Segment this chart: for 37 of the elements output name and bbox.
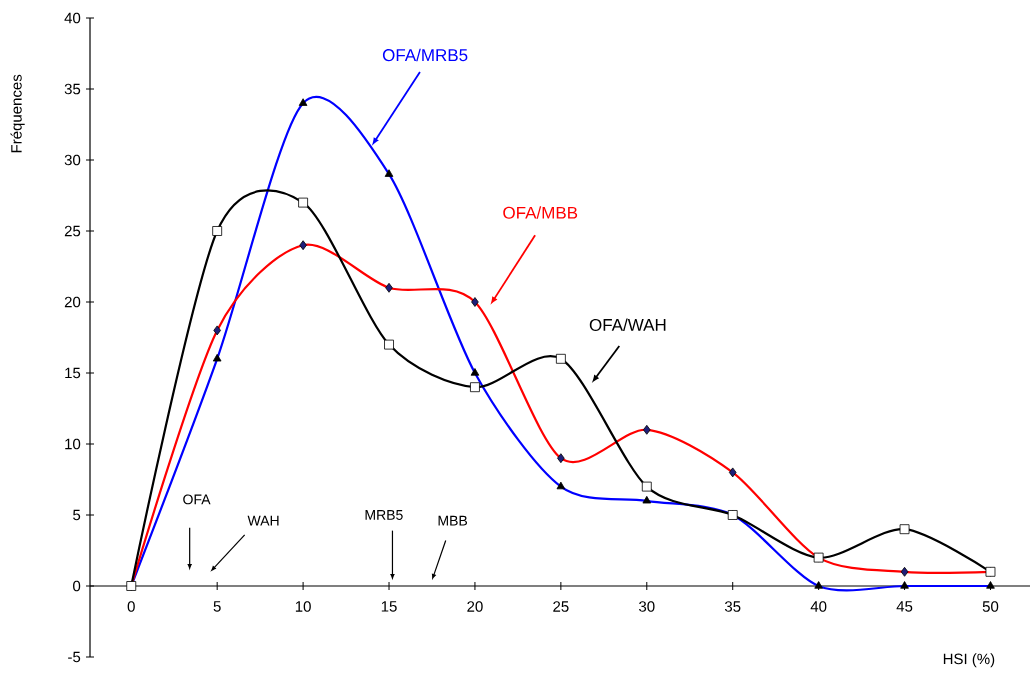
- x-tick-label: 5: [213, 601, 221, 612]
- x-tick-label: 25: [553, 601, 569, 612]
- x-tick-label: 0: [127, 601, 135, 612]
- x-axis-title: HSI (%): [943, 653, 995, 668]
- y-tick-label: 35: [64, 83, 81, 95]
- y-tick-label: 40: [64, 12, 81, 24]
- annotation: OFA: [183, 494, 211, 505]
- y-tick-label: 5: [73, 509, 81, 521]
- annotation: WAH: [247, 515, 279, 526]
- x-tick-label: 45: [896, 601, 913, 612]
- point: [899, 524, 910, 535]
- y-tick-label: 15: [65, 367, 81, 379]
- y-tick-label: 25: [64, 225, 81, 237]
- series-label: OFA/WAH: [589, 318, 666, 331]
- annotation: MRB5: [365, 510, 403, 520]
- y-tick-label: -5: [68, 651, 81, 663]
- text: OFA/MRB5: [382, 48, 468, 62]
- y-axis-title: Fréquences: [10, 74, 25, 153]
- point: [641, 481, 652, 492]
- annotation: MBB: [438, 515, 468, 526]
- y-tick-label: 10: [65, 438, 81, 450]
- text: OFA/MBB: [503, 206, 578, 219]
- x-tick-label: 15: [381, 601, 397, 612]
- x-tick-label: 50: [982, 601, 999, 612]
- x-tick-label: 10: [295, 601, 311, 612]
- y-tick-label: 30: [64, 154, 81, 166]
- y-tick-label: 0: [73, 580, 81, 592]
- point: [470, 382, 480, 393]
- point: [555, 353, 566, 364]
- point: [384, 339, 394, 350]
- x-tick-label: 35: [724, 601, 741, 612]
- point: [212, 226, 223, 236]
- point: [298, 197, 308, 208]
- x-tick-label: 40: [810, 601, 827, 612]
- x-tick-label: 30: [639, 601, 655, 612]
- x-tick-label: 20: [467, 601, 483, 612]
- y-tick-label: 20: [64, 296, 81, 308]
